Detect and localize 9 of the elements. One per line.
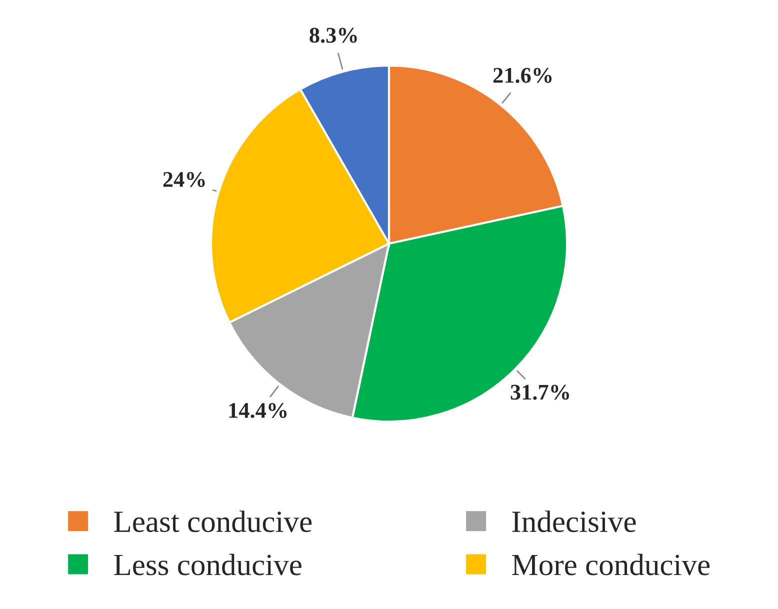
data-label: 24% xyxy=(163,172,205,188)
data-label: 31.7% xyxy=(510,384,569,400)
data-label: 14.4% xyxy=(229,402,287,418)
legend-label: Indecisive xyxy=(512,510,636,532)
data-label: 21.6% xyxy=(493,68,552,83)
data-label: 8.3% xyxy=(310,28,357,43)
legend-label: Less conducive xyxy=(114,554,302,576)
legend-label: More conducive xyxy=(512,554,710,576)
legend-label: Least conducive xyxy=(114,510,312,532)
